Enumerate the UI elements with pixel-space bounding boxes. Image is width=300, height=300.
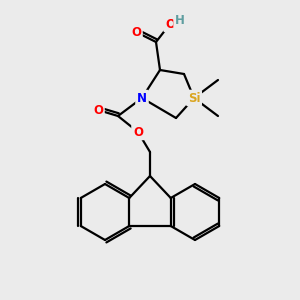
Text: N: N [137,92,147,104]
Text: O: O [131,26,141,38]
Text: O: O [133,125,143,139]
Text: H: H [175,14,185,26]
Text: O: O [93,103,103,116]
Text: Si: Si [188,92,200,104]
Text: O: O [165,17,175,31]
